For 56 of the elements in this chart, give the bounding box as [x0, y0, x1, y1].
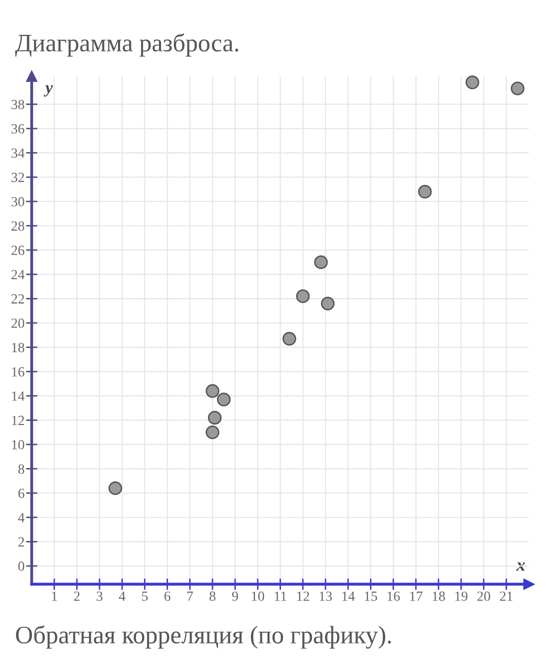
point	[510, 82, 524, 96]
x-tick-label: 3	[96, 592, 102, 601]
y-tick-label: 8	[18, 464, 24, 474]
point	[206, 425, 220, 440]
x-tick-label: 14	[342, 592, 355, 601]
x-tick-label: 1	[52, 592, 57, 601]
point	[320, 296, 335, 310]
x-tick-label: 4	[118, 592, 126, 601]
y-tick-label: 30	[12, 197, 24, 206]
y-tick-label: 10	[12, 440, 24, 450]
x-tick-label: 15	[364, 592, 378, 601]
chart-title: Диаграмма разброса.	[15, 33, 238, 57]
point	[216, 392, 231, 406]
y-tick-label: 36	[12, 124, 24, 134]
y-tick-label: 32	[12, 172, 24, 182]
text: Обратная корреляция (по графику).	[16, 625, 391, 649]
point	[108, 481, 122, 496]
x-tick-label: 19	[455, 592, 468, 601]
y-tick-label: 26	[11, 246, 24, 256]
x-tick-label: 18	[432, 592, 445, 601]
x-tick-label: 20	[477, 592, 490, 601]
y-tick-label: 2	[18, 537, 24, 546]
y-tick-label: 24	[11, 270, 25, 280]
point	[296, 289, 310, 304]
y-tick-label: 4	[18, 513, 25, 522]
x-tick-label: 12	[297, 592, 310, 601]
x-tick-label: 17	[410, 592, 422, 601]
point	[418, 184, 432, 199]
y-tick-label: 28	[11, 221, 24, 231]
point	[208, 410, 222, 425]
y-tick-label: 0	[18, 562, 24, 571]
y-tick-label: 22	[11, 294, 24, 304]
x-tick-label: 2	[74, 592, 80, 601]
point	[206, 384, 220, 398]
y-tick-label: 38	[12, 100, 24, 110]
x-tick-label: 13	[320, 592, 332, 601]
y-tick-label: 34	[12, 148, 25, 158]
y-tick-label: 12	[12, 416, 24, 425]
y-tick-label: 16	[12, 367, 24, 377]
x-tick-label: 21	[500, 592, 512, 601]
x-tick-label: 9	[232, 592, 238, 601]
point	[314, 255, 328, 270]
point	[282, 332, 296, 346]
x-tick-label: 16	[388, 592, 400, 601]
y-tick-label: 14	[12, 392, 25, 401]
x-tick-label: 8	[210, 592, 216, 601]
x-tick-label: 6	[164, 592, 170, 601]
y-tick-label: 20	[11, 318, 24, 328]
point	[466, 76, 480, 90]
x-tick-label: 10	[252, 592, 264, 601]
y-tick-label: 6	[18, 488, 24, 498]
x-tick-label: 7	[187, 592, 193, 601]
x-tick-label: 11	[274, 592, 286, 601]
y-tick-label: 18	[12, 342, 24, 352]
x-tick-label: 5	[142, 592, 148, 601]
y-axis-title: y	[44, 85, 53, 97]
